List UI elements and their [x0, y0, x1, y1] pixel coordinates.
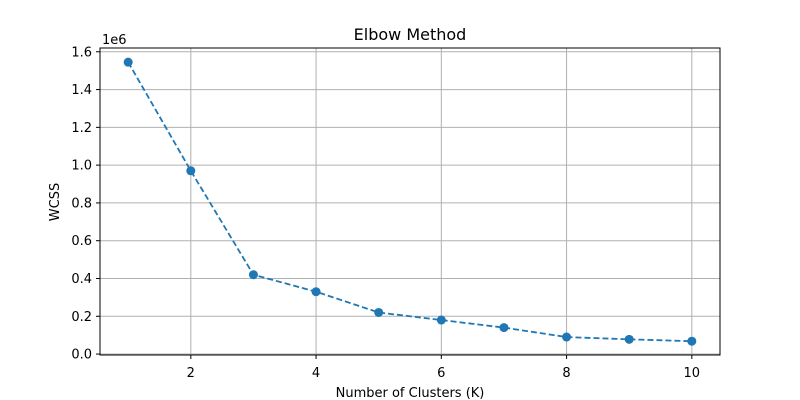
y-tick-label: 1.6: [71, 45, 92, 60]
grid: [100, 48, 720, 355]
data-point: [624, 334, 634, 344]
y-tick-label: 0.2: [71, 310, 92, 325]
data-point: [499, 323, 509, 333]
y-offset-label: 1e6: [102, 33, 127, 48]
data-point: [186, 166, 196, 176]
data-point: [311, 287, 321, 297]
x-axis-title: Number of Clusters (K): [336, 386, 485, 400]
chart-title: Elbow Method: [354, 25, 467, 44]
y-axis-title: WCSS: [48, 183, 63, 221]
y-tick-label: 1.4: [71, 83, 92, 98]
plot-area: [99, 47, 721, 356]
series: [123, 57, 697, 346]
y-tick-label: 0.0: [71, 348, 92, 363]
x-tick-label: 4: [312, 366, 320, 381]
y-tick-label: 0.6: [71, 234, 92, 249]
series-line: [127, 61, 692, 343]
y-tick-label: 0.4: [71, 272, 92, 287]
data-point: [248, 270, 258, 280]
x-tick-label: 10: [684, 366, 701, 381]
y-tick-label: 1.2: [71, 121, 92, 136]
data-point: [562, 332, 572, 342]
data-point: [123, 57, 133, 67]
y-tick-label: 0.8: [71, 196, 92, 211]
data-point: [687, 336, 697, 346]
data-point: [436, 315, 446, 325]
x-tick-label: 2: [187, 366, 195, 381]
data-point: [374, 307, 384, 317]
y-axis: 0.0 0.2 0.4 0.6 0.8 1.0 1.2 1.4 1.6: [71, 45, 100, 363]
x-tick-label: 8: [562, 366, 570, 381]
x-tick-label: 6: [437, 366, 445, 381]
y-tick-label: 1.0: [71, 159, 92, 174]
x-axis: 2 4 6 8 10: [187, 355, 700, 381]
